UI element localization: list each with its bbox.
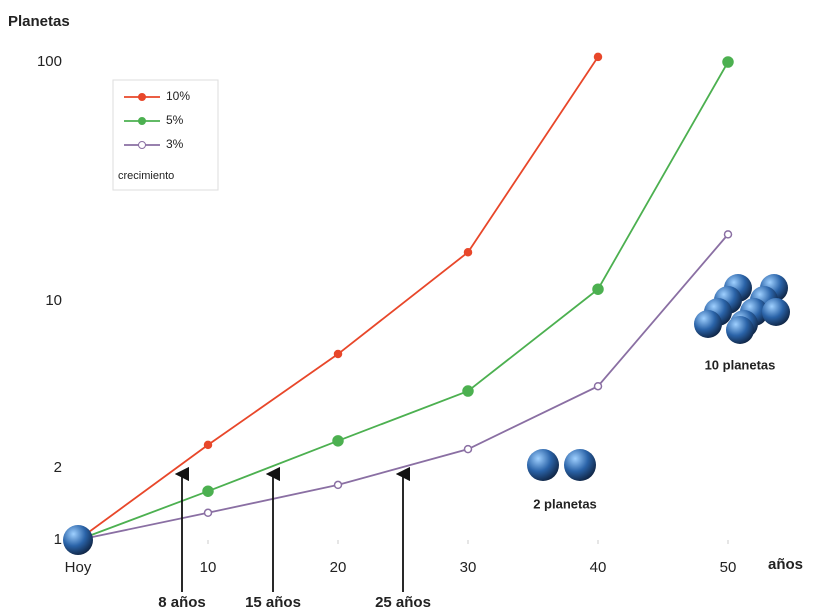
legend-marker	[139, 118, 146, 125]
icon-label: 2 planetas	[533, 496, 597, 511]
legend-title: crecimiento	[118, 170, 174, 182]
data-point	[205, 509, 212, 516]
icon-label: 10 planetas	[705, 357, 776, 372]
x-tick-label: 50	[720, 559, 737, 576]
x-tick-label: 10	[200, 559, 217, 576]
legend-label: 5%	[166, 113, 184, 127]
data-point	[465, 249, 472, 256]
data-point	[595, 383, 602, 390]
data-point	[335, 351, 342, 358]
data-point	[333, 436, 343, 446]
data-point	[593, 284, 603, 294]
data-point	[725, 231, 732, 238]
x-tick-label: 30	[460, 559, 477, 576]
data-point	[205, 441, 212, 448]
y-axis-title: Planetas	[8, 13, 70, 30]
x-tick-label: Hoy	[65, 559, 92, 576]
annotation-label: 15 años	[245, 594, 301, 611]
legend-label: 3%	[166, 137, 184, 151]
x-tick-label: 40	[590, 559, 607, 576]
data-point	[595, 53, 602, 60]
legend-label: 10%	[166, 89, 190, 103]
legend-marker	[139, 94, 146, 101]
annotation-label: 8 años	[158, 594, 206, 611]
y-tick-label: 1	[54, 531, 62, 548]
y-tick-label: 2	[54, 459, 62, 476]
data-point	[463, 386, 473, 396]
data-point	[335, 481, 342, 488]
data-point	[203, 486, 213, 496]
x-tick-label: 20	[330, 559, 347, 576]
annotation-label: 25 años	[375, 594, 431, 611]
legend-marker	[139, 142, 146, 149]
x-axis-title: años	[768, 556, 803, 573]
planet-icons	[527, 274, 790, 481]
data-point	[723, 57, 733, 67]
data-point	[465, 446, 472, 453]
today-planet	[63, 525, 93, 555]
y-tick-label: 100	[37, 53, 62, 70]
chart: Planetas años crecimiento 2 planetas 10 …	[0, 0, 819, 611]
y-tick-label: 10	[45, 292, 62, 309]
